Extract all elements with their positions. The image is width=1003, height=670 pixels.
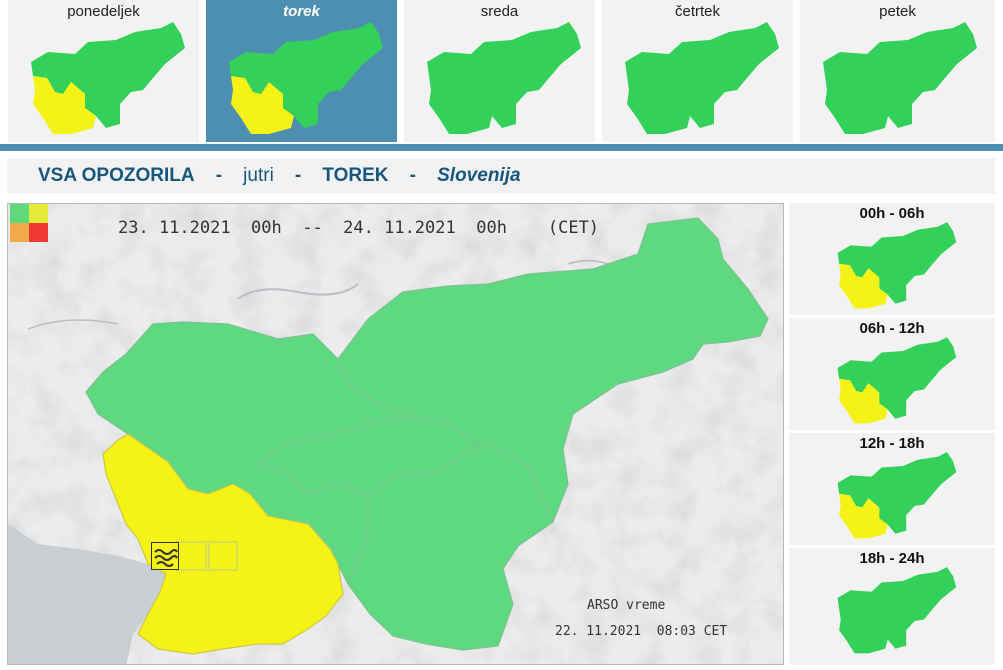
tab-cetrtek[interactable]: četrtek: [602, 0, 793, 142]
period-06-12[interactable]: 06h - 12h: [789, 318, 995, 430]
slovenia-mini-map: [229, 22, 383, 134]
legend-orange-icon: [10, 223, 29, 242]
legend-green-icon: [10, 204, 29, 223]
tab-torek[interactable]: torek: [206, 0, 397, 142]
map-credit: ARSO vreme: [587, 598, 666, 613]
period-12-18[interactable]: 12h - 18h: [789, 433, 995, 545]
period-label: 06h - 12h: [859, 320, 925, 337]
title-day: TOREK: [322, 165, 389, 186]
slovenia-mini-map: [837, 222, 957, 309]
title-all-warnings: VSA OPOZORILA: [38, 165, 195, 186]
period-00-06[interactable]: 00h - 06h: [789, 203, 995, 315]
tab-label: sreda: [480, 3, 519, 20]
period-label: 18h - 24h: [859, 550, 925, 567]
slovenia-mini-map: [31, 22, 185, 134]
tab-ponedeljek[interactable]: ponedeljek: [8, 0, 199, 142]
slovenia-warning-regions: [85, 217, 769, 655]
title-dash: -: [294, 165, 302, 186]
period-label: 00h - 06h: [859, 205, 925, 222]
warnings-title: VSA OPOZORILA - jutri - TOREK - Slovenij…: [7, 158, 995, 194]
slovenia-mini-map: [837, 337, 957, 424]
slovenia-mini-map: [837, 567, 957, 654]
legend-yellow-icon: [29, 204, 48, 223]
slovenia-mini-map: [823, 22, 977, 134]
tab-petek[interactable]: petek: [800, 0, 995, 142]
separator-bar: [0, 144, 1003, 151]
title-dash: -: [409, 165, 416, 186]
tab-label: petek: [879, 3, 916, 20]
period-18-24[interactable]: 18h - 24h: [789, 548, 995, 665]
title-tomorrow: jutri: [243, 165, 274, 186]
tab-label: torek: [283, 3, 320, 20]
tab-sreda[interactable]: sreda: [404, 0, 595, 142]
wind-warning-icon[interactable]: [151, 542, 179, 570]
title-region: Slovenija: [437, 165, 521, 186]
region-yellow: [102, 433, 344, 655]
period-label: 12h - 18h: [859, 435, 925, 452]
slovenia-mini-map: [625, 22, 779, 134]
tab-label: ponedeljek: [67, 3, 140, 20]
tab-label: četrtek: [674, 3, 720, 20]
title-dash: -: [215, 165, 223, 186]
issued-timestamp: 22. 11.2021 08:03 CET: [555, 624, 728, 639]
validity-range: 23. 11.2021 00h -- 24. 11.2021 00h (CET): [118, 218, 600, 238]
legend-red-icon: [29, 223, 48, 242]
slovenia-mini-map: [427, 22, 581, 134]
day-tabs: ponedeljek torek sreda četrtek petek: [0, 0, 1003, 142]
slovenia-mini-map: [837, 452, 957, 539]
main-warning-map: 23. 11.2021 00h -- 24. 11.2021 00h (CET): [7, 203, 784, 665]
